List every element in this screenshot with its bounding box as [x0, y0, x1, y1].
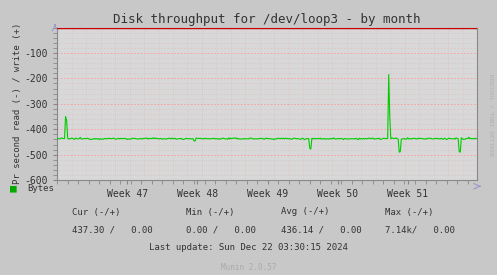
Text: Munin 2.0.57: Munin 2.0.57 — [221, 263, 276, 271]
Text: 7.14k/   0.00: 7.14k/ 0.00 — [385, 226, 455, 234]
Text: Avg (-/+): Avg (-/+) — [281, 208, 329, 216]
Text: 436.14 /   0.00: 436.14 / 0.00 — [281, 226, 361, 234]
Text: Bytes: Bytes — [27, 184, 54, 193]
Text: Last update: Sun Dec 22 03:30:15 2024: Last update: Sun Dec 22 03:30:15 2024 — [149, 243, 348, 252]
Title: Disk throughput for /dev/loop3 - by month: Disk throughput for /dev/loop3 - by mont… — [113, 13, 421, 26]
Text: 437.30 /   0.00: 437.30 / 0.00 — [72, 226, 153, 234]
Y-axis label: Pr second read (-) / write (+): Pr second read (-) / write (+) — [13, 23, 22, 185]
Text: RRDTOOL / TOBI OETIKER: RRDTOOL / TOBI OETIKER — [488, 74, 493, 157]
Text: Max (-/+): Max (-/+) — [385, 208, 433, 216]
Text: Cur (-/+): Cur (-/+) — [72, 208, 120, 216]
Text: Min (-/+): Min (-/+) — [186, 208, 235, 216]
Text: ■: ■ — [10, 183, 17, 193]
Text: 0.00 /   0.00: 0.00 / 0.00 — [186, 226, 256, 234]
